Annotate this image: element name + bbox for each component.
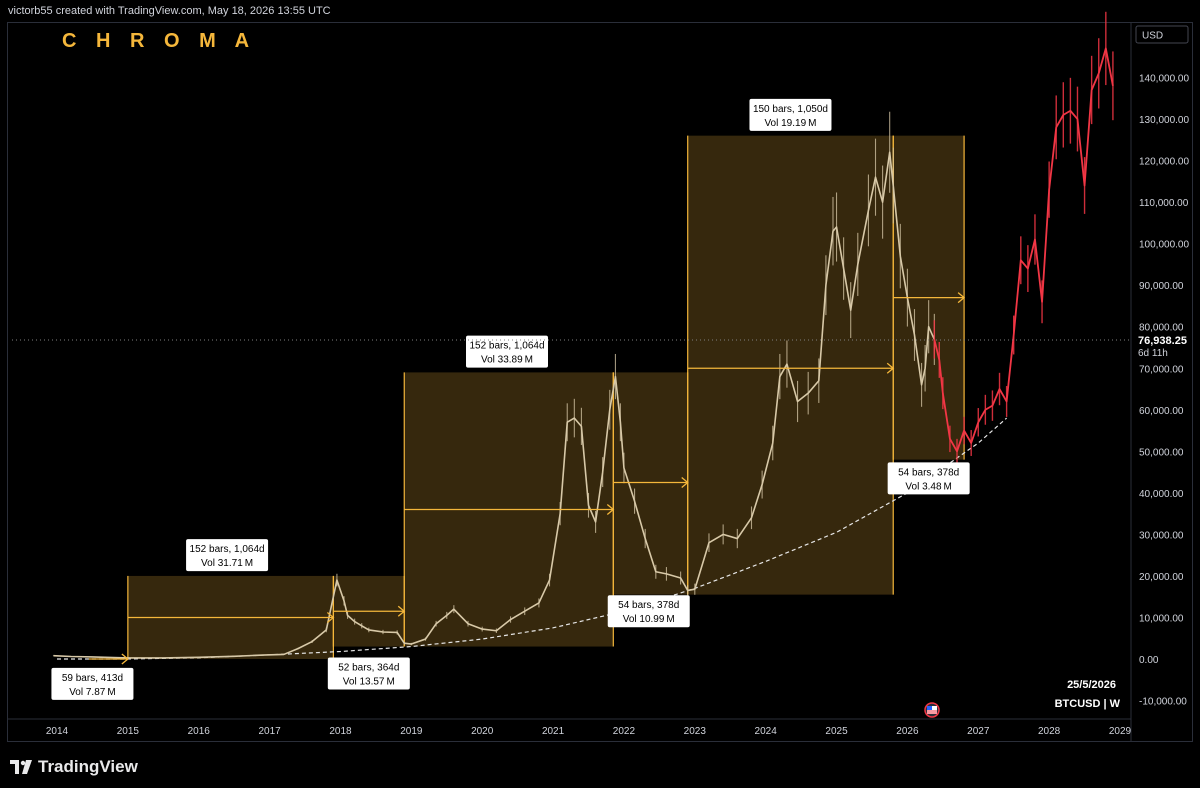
x-tick-label: 2027: [967, 726, 990, 737]
x-tick-label: 2028: [1038, 726, 1061, 737]
arrow-layer: [88, 292, 966, 665]
range-stats-label-bg: [749, 98, 832, 131]
x-tick-label: 2015: [117, 726, 140, 737]
range-stats-label-bg: [327, 657, 410, 690]
range-stats-label-bg: [466, 335, 549, 368]
annotation-layer: 59 bars, 413d Vol 7.87 M 152 bars, 1,064d V…: [51, 98, 970, 700]
range-box: [613, 372, 688, 595]
range-stats-label: 52 bars, 364d Vol 13.57 M: [327, 657, 410, 690]
y-tick-label: 0.00: [1139, 655, 1159, 666]
y-tick-label: 80,000.00: [1139, 323, 1184, 334]
range-stats-bars: 52 bars, 364d: [338, 663, 399, 674]
chroma-watermark: C H R O M A: [62, 30, 256, 52]
range-stats-label: 152 bars, 1,064d Vol 31.71 M: [186, 539, 269, 572]
x-tick-label: 2026: [896, 726, 919, 737]
tradingview-logo-icon: [10, 760, 32, 774]
range-stats-volume: Vol 7.87 M: [69, 687, 115, 698]
y-tick-label: 30,000.00: [1139, 530, 1184, 541]
x-tick-label: 2017: [258, 726, 281, 737]
bar-countdown: 6d 11h: [1138, 348, 1168, 359]
y-tick-label: -10,000.00: [1139, 697, 1187, 708]
y-tick-label: 90,000.00: [1139, 281, 1184, 292]
x-tick-label: 2022: [613, 726, 636, 737]
y-tick-label: 20,000.00: [1139, 572, 1184, 583]
range-stats-bars: 54 bars, 378d: [618, 600, 679, 611]
range-stats-label: 59 bars, 413d Vol 7.87 M: [51, 667, 134, 700]
range-stats-bars: 54 bars, 378d: [898, 467, 959, 478]
flag-icon[interactable]: [924, 702, 940, 718]
symbol-interval-label: BTCUSD | W: [1055, 698, 1121, 710]
x-tick-label: 2019: [400, 726, 423, 737]
y-tick-label: 70,000.00: [1139, 364, 1184, 375]
tradingview-logo[interactable]: TradingView: [10, 757, 138, 777]
y-tick-label: 120,000.00: [1139, 157, 1189, 168]
range-arrow-head: [886, 362, 895, 374]
range-stats-bars: 59 bars, 413d: [62, 673, 123, 684]
y-tick-label: 130,000.00: [1139, 115, 1189, 126]
x-tick-label: 2016: [188, 726, 211, 737]
range-stats-label: 54 bars, 378d Vol 10.99 M: [607, 595, 690, 628]
currency-label: USD: [1142, 31, 1163, 42]
y-tick-label: 110,000.00: [1139, 198, 1189, 209]
range-stats-volume: Vol 31.71 M: [201, 558, 253, 569]
range-stats-label-bg: [186, 539, 269, 572]
range-stats-label: 150 bars, 1,050d Vol 19.19 M: [749, 98, 832, 131]
x-tick-label: 2024: [755, 726, 778, 737]
currency-selector[interactable]: USD: [1135, 25, 1189, 44]
range-stats-bars: 152 bars, 1,064d: [469, 341, 544, 352]
time-range-boxes: [127, 135, 965, 659]
x-tick-label: 2018: [329, 726, 352, 737]
chart-attribution: victorb55 created with TradingView.com, …: [8, 5, 331, 17]
x-tick-label: 2025: [825, 726, 848, 737]
y-tick-label: 10,000.00: [1139, 613, 1184, 624]
range-stats-label: 54 bars, 378d Vol 3.48 M: [887, 462, 970, 495]
tradingview-logo-text: TradingView: [38, 757, 138, 776]
range-stats-volume: Vol 10.99 M: [623, 614, 675, 625]
x-tick-label: 2020: [471, 726, 494, 737]
range-arrow-head: [397, 605, 406, 617]
y-tick-label: 100,000.00: [1139, 240, 1189, 251]
range-stats-volume: Vol 13.57 M: [343, 677, 395, 688]
range-box: [687, 135, 894, 595]
range-arrow-head: [326, 611, 335, 623]
range-stats-label: 152 bars, 1,064d Vol 33.89 M: [466, 335, 549, 368]
range-arrow-head: [121, 653, 129, 665]
x-tick-label: 2021: [542, 726, 565, 737]
range-stats-volume: Vol 19.19 M: [764, 118, 816, 129]
range-arrow-head: [681, 476, 689, 488]
range-stats-label-bg: [887, 462, 970, 495]
x-tick-label: 2014: [46, 726, 69, 737]
range-stats-volume: Vol 33.89 M: [481, 355, 533, 366]
y-tick-label: 140,000.00: [1139, 74, 1189, 85]
y-tick-label: 60,000.00: [1139, 406, 1184, 417]
chart-frame: [7, 22, 1193, 742]
axis-layer: -10,000.00 0.00 10,000.00 20,000.00 30,000.0…: [8, 22, 1189, 741]
range-arrow-head: [957, 292, 966, 304]
range-stats-bars: 150 bars, 1,050d: [753, 104, 828, 115]
y-tick-label: 50,000.00: [1139, 447, 1184, 458]
y-tick-label: 40,000.00: [1139, 489, 1184, 500]
range-stats-label-bg: [51, 667, 134, 700]
price-layer: [52, 11, 1114, 659]
range-arrow-head: [606, 503, 615, 515]
range-stats-label-bg: [607, 595, 690, 628]
current-price-value: 76,938.25: [1138, 335, 1187, 347]
current-price-label: 76,938.25 6d 11h: [12, 335, 1187, 359]
cursor-date-label: 25/5/2026: [1067, 679, 1116, 691]
x-tick-label: 2023: [684, 726, 707, 737]
range-stats-bars: 152 bars, 1,064d: [190, 544, 265, 555]
range-stats-volume: Vol 3.48 M: [905, 481, 951, 492]
x-tick-label: 2029: [1109, 726, 1132, 737]
